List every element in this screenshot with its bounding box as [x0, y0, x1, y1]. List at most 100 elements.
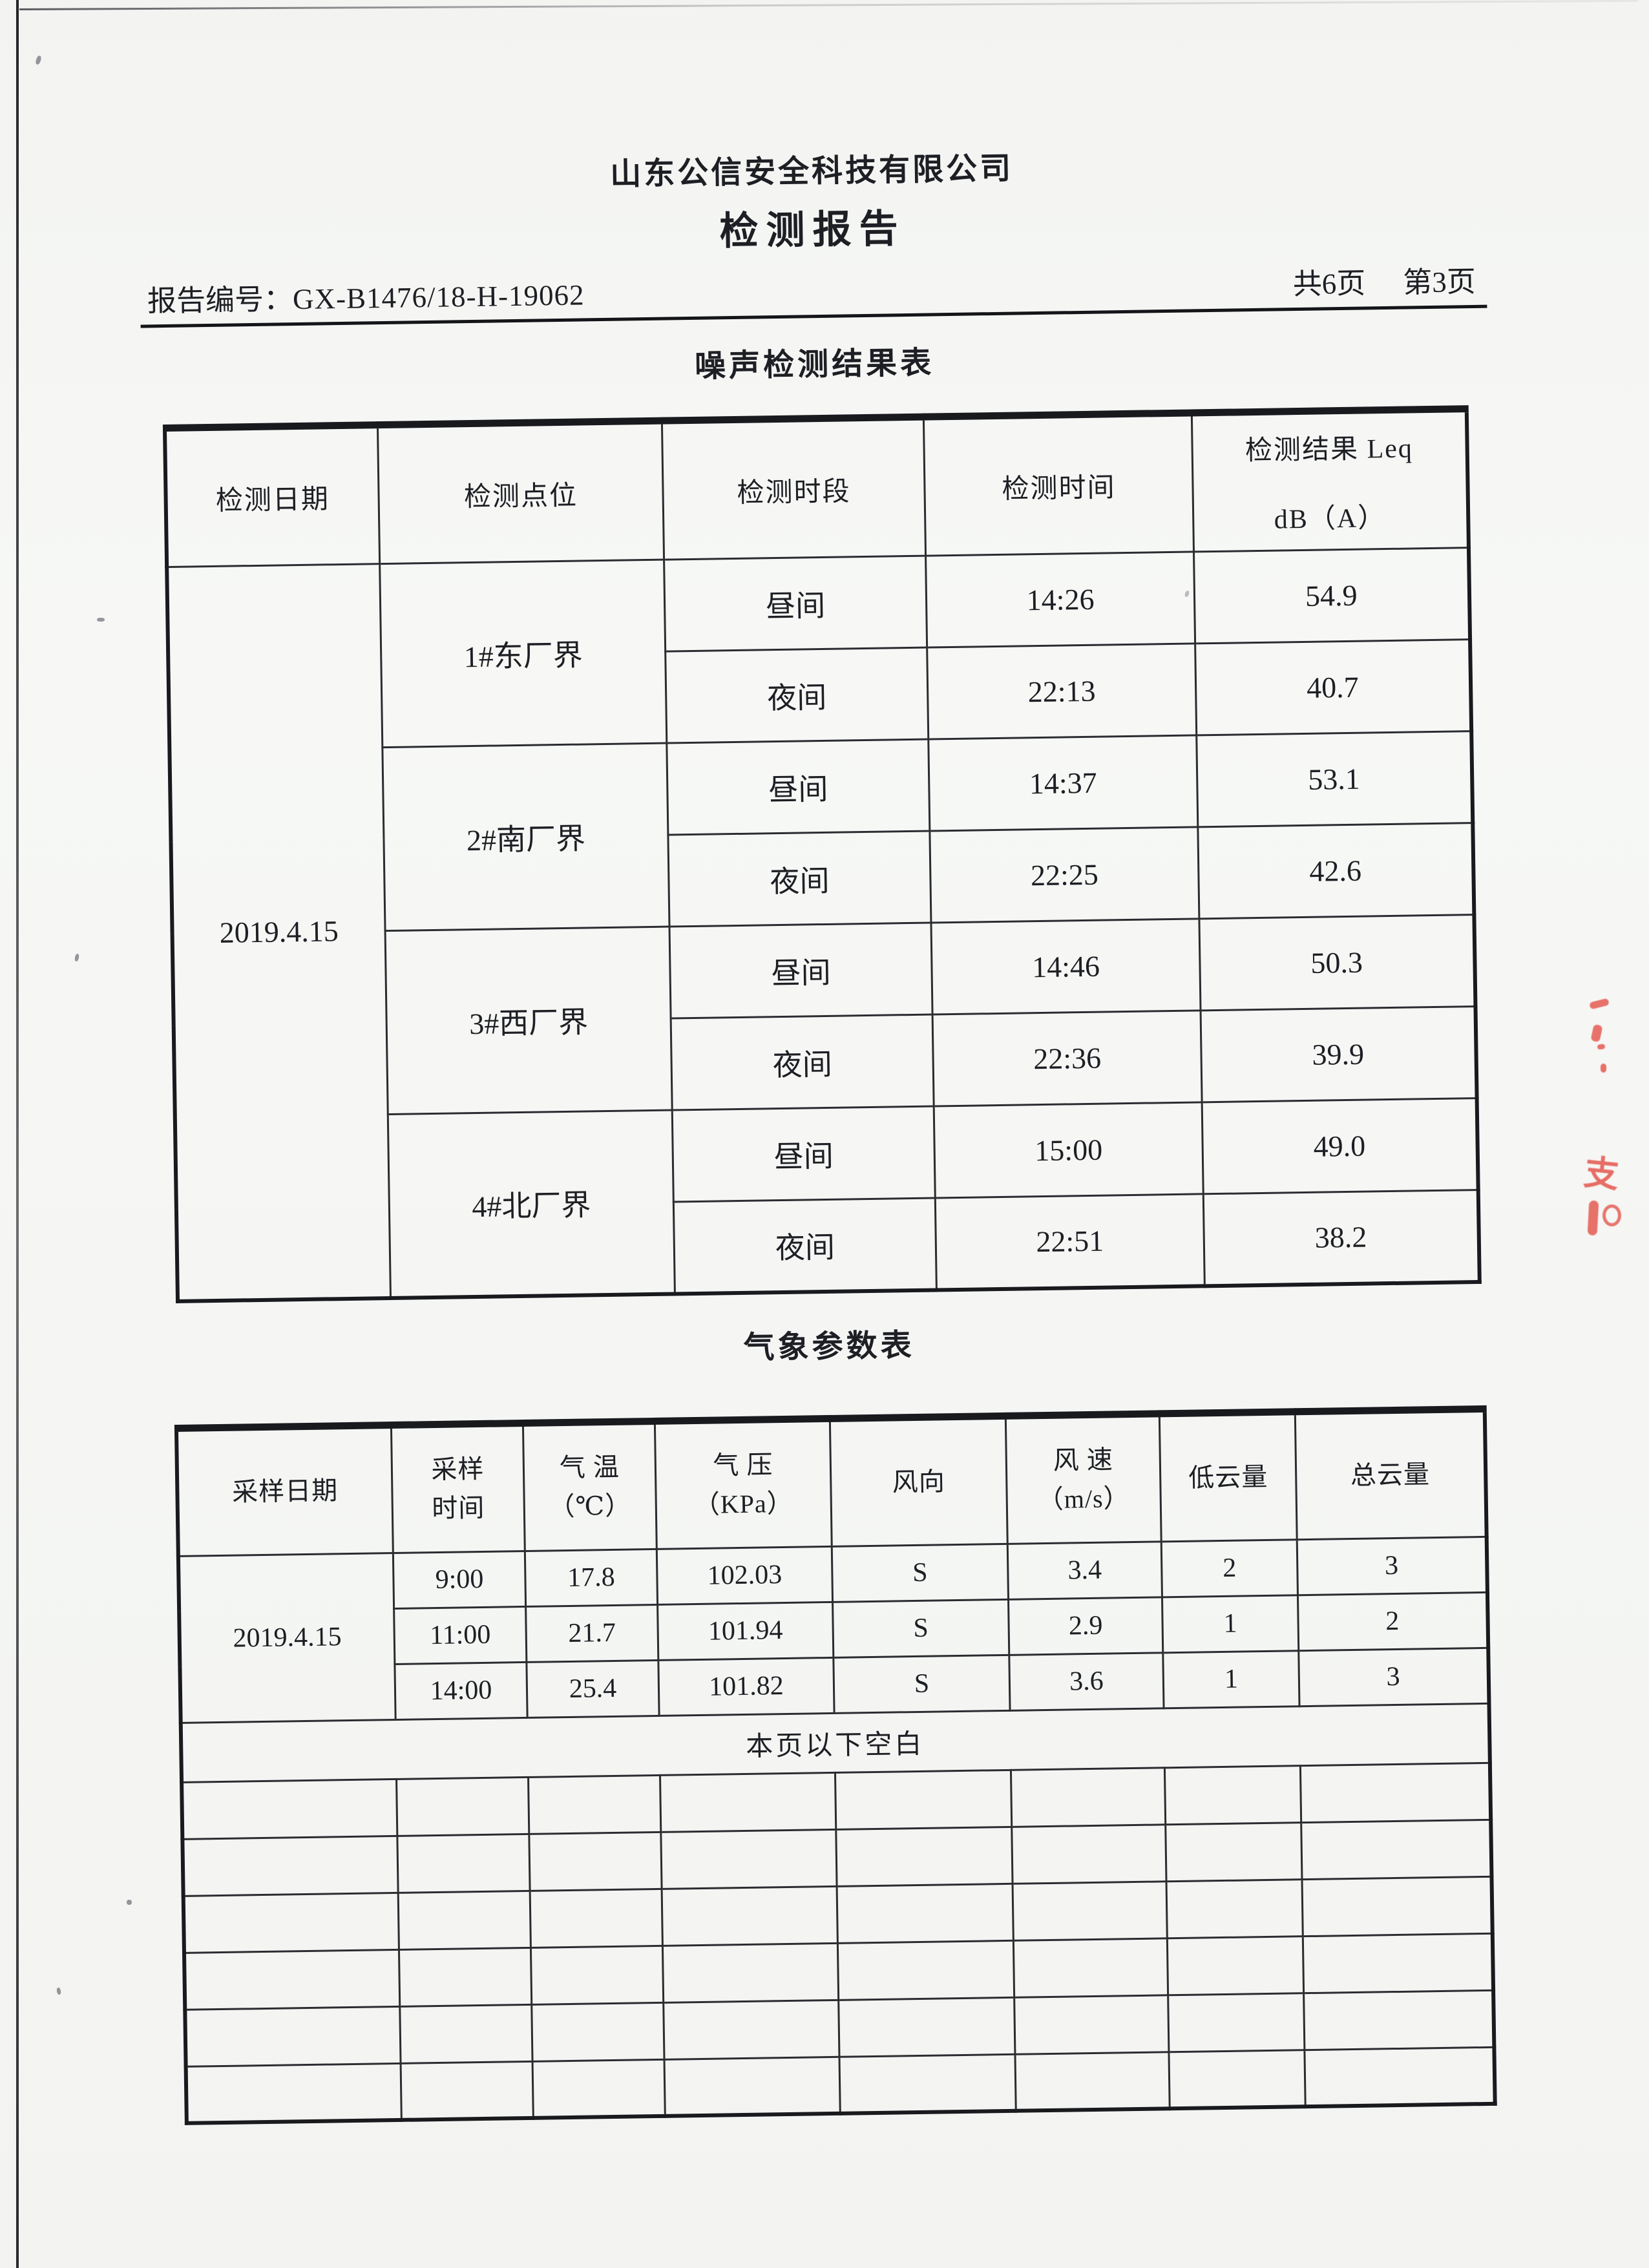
- noise-cell-time: 14:37: [928, 735, 1198, 832]
- noise-cell-period: 夜间: [665, 647, 929, 744]
- weather-cell-total-cloud: 3: [1298, 1647, 1489, 1706]
- noise-cell-time: 15:00: [934, 1102, 1204, 1198]
- empty-cell: [1304, 2046, 1495, 2107]
- weather-cell-wind-speed: 3.6: [1009, 1652, 1164, 1710]
- noise-cell-leq: 40.7: [1195, 639, 1471, 735]
- weather-cell-pressure: 102.03: [656, 1546, 833, 1604]
- pages-total: 共6页: [1292, 267, 1366, 301]
- noise-cell-time: 22:13: [927, 643, 1197, 740]
- weather-cell-pressure: 101.82: [658, 1657, 835, 1716]
- weather-cell-time: 14:00: [394, 1661, 528, 1719]
- empty-cell: [396, 1776, 529, 1836]
- noise-cell-period: 昼间: [669, 923, 933, 1019]
- noise-cell-time: 22:25: [929, 826, 1199, 923]
- empty-cell: [1300, 1762, 1491, 1823]
- empty-cell: [1167, 1936, 1304, 1995]
- empty-cell: [1165, 1822, 1302, 1882]
- weather-cell-temp: 21.7: [525, 1604, 658, 1662]
- empty-cell: [183, 1892, 399, 1953]
- empty-cell: [1164, 1765, 1301, 1825]
- empty-cell: [530, 1888, 663, 1948]
- col-header-detect-result: 检测结果 Leq dB（A）: [1192, 408, 1469, 552]
- empty-cell: [1013, 1938, 1168, 1997]
- noise-cell-period: 昼间: [672, 1106, 936, 1202]
- empty-cell: [838, 1997, 1015, 2057]
- empty-cell: [837, 1940, 1014, 2000]
- col-header-detect-date: 检测日期: [164, 425, 380, 567]
- red-stamp-ring: [1602, 1204, 1621, 1226]
- weather-cell-date: 2019.4.15: [178, 1552, 396, 1723]
- empty-cell: [532, 2059, 666, 2118]
- empty-cell: [401, 2061, 534, 2120]
- noise-cell-leq: 50.3: [1199, 914, 1475, 1011]
- empty-cell: [1301, 1876, 1493, 1937]
- empty-cell: [184, 1949, 400, 2010]
- weather-cell-low-cloud: 1: [1162, 1650, 1300, 1708]
- noise-cell-time: 14:26: [925, 551, 1195, 648]
- empty-cell: [1166, 1879, 1303, 1938]
- result-header-line1: 检测结果 Leq: [1245, 434, 1414, 467]
- empty-cell: [1011, 1824, 1167, 1884]
- col-header-sample-time: 采样 时间: [391, 1422, 525, 1553]
- col-header-pressure: 气 压 （KPa）: [655, 1418, 832, 1549]
- col-header-wind-direction: 风向: [830, 1415, 1008, 1546]
- empty-cell: [399, 1947, 532, 2006]
- noise-cell-period: 夜间: [667, 831, 931, 927]
- empty-cell: [397, 1833, 530, 1893]
- empty-cell: [182, 1835, 399, 1896]
- weather-cell-wind-dir: S: [832, 1599, 1009, 1657]
- empty-cell: [531, 2002, 665, 2061]
- weather-cell-pressure: 101.94: [657, 1601, 834, 1660]
- weather-cell-wind-dir: S: [833, 1654, 1011, 1713]
- weather-cell-time: 9:00: [393, 1550, 526, 1608]
- empty-cell: [399, 2004, 533, 2063]
- weather-cell-wind-speed: 2.9: [1008, 1597, 1163, 1655]
- weather-cell-temp: 25.4: [526, 1659, 660, 1717]
- weather-cell-total-cloud: 3: [1297, 1536, 1487, 1595]
- empty-cell: [835, 1769, 1012, 1829]
- noise-cell-period: 昼间: [666, 739, 930, 835]
- weather-cell-time: 11:00: [394, 1606, 527, 1664]
- empty-cell: [184, 2006, 401, 2066]
- empty-cell: [1301, 1819, 1491, 1880]
- empty-cell: [660, 1772, 836, 1832]
- empty-cell: [664, 2056, 841, 2116]
- empty-cell: [528, 1774, 661, 1834]
- weather-header-row: 采样日期 采样 时间 气 温 （℃） 气 压 （KPa） 风向: [176, 1408, 1487, 1556]
- noise-cell-leq: 54.9: [1193, 547, 1470, 644]
- col-header-temperature: 气 温 （℃）: [523, 1420, 657, 1551]
- empty-cell: [839, 2053, 1016, 2114]
- noise-cell-date: 2019.4.15: [166, 563, 391, 1301]
- noise-header-row: 检测日期 检测点位 检测时段 检测时间 检测结果 Leq dB（A）: [164, 408, 1469, 567]
- weather-cell-low-cloud: 1: [1162, 1595, 1299, 1653]
- weather-cell-temp: 17.8: [525, 1548, 658, 1606]
- empty-cell: [1011, 1767, 1166, 1827]
- empty-cell: [1014, 1995, 1169, 2054]
- weather-table: 采样日期 采样 时间 气 温 （℃） 气 压 （KPa） 风向: [174, 1405, 1497, 2125]
- empty-cell: [835, 1826, 1013, 1886]
- col-header-detect-point: 检测点位: [377, 421, 664, 564]
- empty-cell: [530, 1945, 664, 2004]
- noise-cell-point: 3#西厂界: [385, 927, 673, 1115]
- weather-table-title: 气象参数表: [743, 1328, 916, 1365]
- scan-speck: [97, 618, 105, 622]
- empty-cell: [837, 1883, 1014, 1943]
- result-header-line2: dB（A）: [1274, 503, 1387, 535]
- empty-cell: [660, 1829, 837, 1889]
- empty-cell: [1303, 1933, 1493, 1993]
- noise-cell-leq: 39.9: [1201, 1006, 1477, 1102]
- noise-cell-point: 1#东厂界: [379, 560, 667, 748]
- empty-cell: [1303, 1990, 1494, 2050]
- empty-cell: [1014, 2052, 1170, 2111]
- noise-cell-time: 22:36: [932, 1010, 1203, 1107]
- noise-cell-leq: 42.6: [1197, 823, 1474, 919]
- noise-cell-period: 昼间: [664, 556, 927, 652]
- noise-cell-time: 14:46: [930, 918, 1201, 1015]
- weather-cell-wind-speed: 3.4: [1007, 1541, 1162, 1599]
- weather-cell-wind-dir: S: [832, 1543, 1009, 1602]
- report-number-label: 报告编号：: [147, 283, 293, 318]
- noise-cell-leq: 38.2: [1203, 1190, 1480, 1286]
- noise-cell-leq: 53.1: [1196, 731, 1473, 827]
- page-info: 共6页 第3页: [1292, 258, 1480, 302]
